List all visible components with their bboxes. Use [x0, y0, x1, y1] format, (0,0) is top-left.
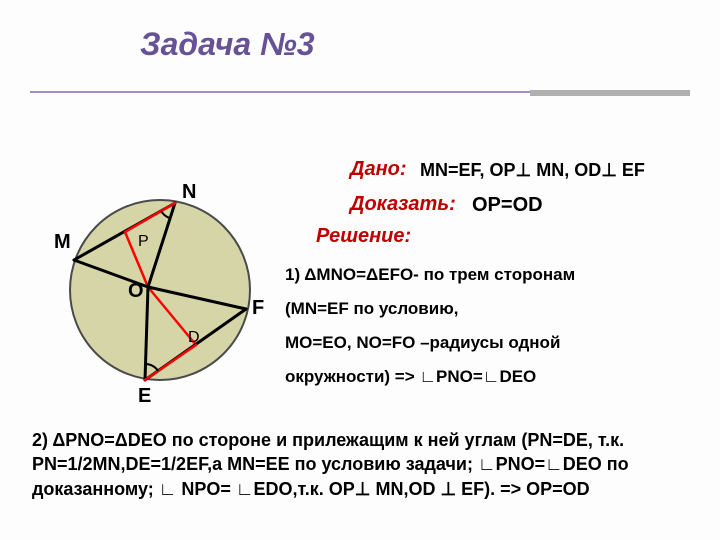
point-label-M: M: [54, 231, 71, 253]
perp-icon: ⊥: [516, 160, 532, 180]
step1-line3: MO=EO, NO=FO –радиусы одной: [285, 333, 560, 352]
geometry-diagram: M N E F O P D: [40, 170, 280, 410]
perp-icon: ⊥: [440, 479, 456, 499]
step2-line3a: доказанному; ∟ NPO= ∟EDO,т.к. OP: [32, 479, 355, 499]
step1-line1: 1) ΔMNO=ΔEFO- по трем сторонам: [285, 265, 575, 284]
divider: [30, 90, 690, 94]
given-text: MN=EF, OP⊥ MN, OD⊥ EF: [420, 160, 645, 181]
prove-text: OP=OD: [472, 194, 543, 217]
solution-step-1: 1) ΔMNO=ΔEFO- по трем сторонам (MN=EF по…: [285, 258, 705, 394]
step2-line3c: EF). => OP=OD: [456, 479, 590, 499]
point-label-D: D: [188, 329, 200, 346]
solution-step-2: 2) ΔPNO=ΔDEO по стороне и прилежащим к н…: [32, 428, 692, 501]
divider-thick: [530, 90, 690, 96]
perp-icon: ⊥: [601, 160, 617, 180]
step2-line2: PN=1/2MN,DE=1/2EF,а MN=EЕ по условию зад…: [32, 454, 629, 474]
step2-line3b: MN,OD: [370, 479, 440, 499]
step2-line1: 2) ΔPNO=ΔDEO по стороне и прилежащим к н…: [32, 430, 624, 450]
given-p2: MN, OD: [531, 160, 601, 180]
point-label-E: E: [138, 385, 151, 407]
problem-title: Задача №3: [140, 26, 315, 63]
given-p1: MN=EF, OP: [420, 160, 516, 180]
point-label-N: N: [182, 181, 196, 203]
point-label-F: F: [252, 297, 264, 319]
slide: Задача №3 Дано: MN=EF, OP⊥ MN, OD⊥ EF До…: [0, 0, 720, 540]
solution-label: Решение:: [316, 225, 411, 248]
given-label: Дано:: [350, 158, 407, 181]
point-label-P: P: [138, 233, 149, 250]
step1-line4: окружности) => ∟PNO=∟DEO: [285, 367, 536, 386]
perp-icon: ⊥: [355, 479, 371, 499]
point-label-O: O: [128, 280, 144, 302]
step1-line2: (MN=EF по условию,: [285, 299, 458, 318]
given-p3: EF: [617, 160, 645, 180]
prove-label: Доказать:: [350, 193, 456, 216]
